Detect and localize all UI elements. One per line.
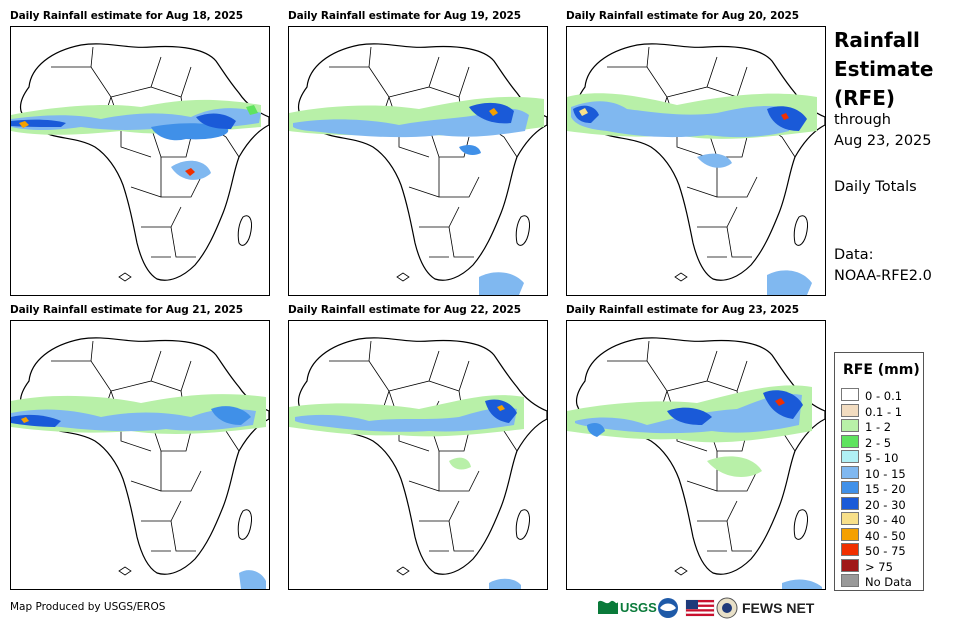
legend-item: No Data bbox=[841, 574, 912, 589]
legend-label: No Data bbox=[865, 575, 912, 589]
legend-item: > 75 bbox=[841, 558, 893, 574]
totals-label: Daily Totals bbox=[834, 179, 917, 195]
legend-item: 0 - 0.1 bbox=[841, 388, 902, 403]
rainfall-map bbox=[288, 320, 548, 590]
africa-map-svg bbox=[289, 43, 547, 295]
us-flag-icon bbox=[685, 599, 715, 617]
legend-item: 1 - 2 bbox=[841, 419, 891, 434]
map-panel-aug-22: Daily Rainfall estimate for Aug 22, 2025 bbox=[288, 304, 548, 594]
legend-label: 20 - 30 bbox=[865, 497, 906, 512]
legend-swatch bbox=[841, 527, 859, 541]
panel-title: Daily Rainfall estimate for Aug 21, 2025 bbox=[10, 304, 243, 316]
map-panel-aug-18: Daily Rainfall estimate for Aug 18, 2025 bbox=[10, 10, 270, 300]
usgs-logo-text: USGS bbox=[620, 600, 657, 615]
rainfall-layer bbox=[289, 395, 524, 589]
africa-map-svg bbox=[11, 337, 269, 589]
legend-label: 1 - 2 bbox=[865, 420, 892, 434]
legend-item: 5 - 10 bbox=[841, 450, 898, 465]
map-panel-aug-20: Daily Rainfall estimate for Aug 20, 2025 bbox=[566, 10, 826, 300]
main-title: Rainfall Estimate (RFE) bbox=[834, 26, 933, 113]
legend-swatch bbox=[841, 419, 859, 432]
panel-title: Daily Rainfall estimate for Aug 20, 2025 bbox=[566, 10, 799, 22]
legend-label: 2 - 5 bbox=[865, 435, 892, 450]
legend-label: 0.1 - 1 bbox=[865, 404, 903, 419]
credit-text: Map Produced by USGS/EROS bbox=[10, 601, 166, 613]
legend-item: 20 - 30 bbox=[841, 496, 906, 512]
legend-swatch bbox=[841, 558, 859, 572]
fews-net-logo-text: FEWS NET bbox=[742, 600, 815, 616]
legend-label: 0 - 0.1 bbox=[865, 389, 903, 403]
data-label: Data: bbox=[834, 247, 874, 263]
legend-label: 50 - 75 bbox=[865, 544, 906, 558]
legend-item: 30 - 40 bbox=[841, 512, 906, 527]
map-panel-aug-19: Daily Rainfall estimate for Aug 19, 2025 bbox=[288, 10, 548, 300]
legend-label: 5 - 10 bbox=[865, 451, 899, 465]
legend-swatch bbox=[841, 403, 859, 417]
legend-item: 2 - 5 bbox=[841, 434, 892, 450]
legend-item: 15 - 20 bbox=[841, 481, 906, 496]
noaa-logo bbox=[658, 598, 678, 618]
logo-strip: USGS FEWS NET bbox=[598, 597, 815, 619]
through-label: through bbox=[834, 112, 891, 128]
legend-title: RFE (mm) bbox=[843, 362, 920, 378]
rainfall-map bbox=[566, 26, 826, 296]
legend-label: 10 - 15 bbox=[865, 466, 906, 481]
legend-item: 0.1 - 1 bbox=[841, 403, 903, 419]
title-line: Rainfall bbox=[834, 28, 920, 52]
legend-item: 40 - 50 bbox=[841, 527, 906, 543]
state-seal-icon bbox=[716, 597, 738, 619]
legend-swatch bbox=[841, 512, 859, 525]
legend-label: > 75 bbox=[865, 559, 893, 574]
title-line: Estimate bbox=[834, 57, 934, 81]
panel-title: Daily Rainfall estimate for Aug 22, 2025 bbox=[288, 304, 521, 316]
rainfall-map bbox=[10, 26, 270, 296]
legend-swatch bbox=[841, 450, 859, 463]
legend-label: 40 - 50 bbox=[865, 528, 906, 543]
legend-label: 30 - 40 bbox=[865, 513, 906, 527]
rainfall-map bbox=[288, 26, 548, 296]
legend-swatch bbox=[841, 434, 859, 448]
panel-title: Daily Rainfall estimate for Aug 19, 2025 bbox=[288, 10, 521, 22]
legend-swatch bbox=[841, 574, 859, 587]
legend-swatch bbox=[841, 496, 859, 510]
legend-item: 10 - 15 bbox=[841, 465, 906, 481]
rainfall-layer bbox=[11, 99, 261, 180]
legend-swatch bbox=[841, 481, 859, 494]
africa-map-svg bbox=[289, 337, 547, 589]
legend-item: 50 - 75 bbox=[841, 543, 906, 558]
legend-swatch bbox=[841, 543, 859, 556]
legend-swatch bbox=[841, 465, 859, 479]
rainfall-map bbox=[10, 320, 270, 590]
africa-map-svg bbox=[567, 43, 825, 295]
africa-map-svg bbox=[567, 337, 825, 589]
panel-title: Daily Rainfall estimate for Aug 18, 2025 bbox=[10, 10, 243, 22]
rainfall-layer bbox=[567, 93, 817, 295]
africa-map-svg bbox=[11, 43, 269, 282]
rainfall-layer bbox=[289, 96, 544, 295]
usgs-logo: USGS bbox=[598, 600, 657, 615]
rainfall-layer bbox=[567, 385, 822, 589]
map-panel-aug-21: Daily Rainfall estimate for Aug 21, 2025 bbox=[10, 304, 270, 594]
title-line: (RFE) bbox=[834, 86, 896, 110]
end-date: Aug 23, 2025 bbox=[834, 133, 932, 149]
map-panel-aug-23: Daily Rainfall estimate for Aug 23, 2025 bbox=[566, 304, 826, 594]
legend-swatch bbox=[841, 388, 859, 401]
panel-title: Daily Rainfall estimate for Aug 23, 2025 bbox=[566, 304, 799, 316]
data-source: NOAA-RFE2.0 bbox=[834, 268, 932, 284]
rainfall-map bbox=[566, 320, 826, 590]
legend-label: 15 - 20 bbox=[865, 482, 906, 496]
rainfall-layer bbox=[11, 394, 266, 589]
